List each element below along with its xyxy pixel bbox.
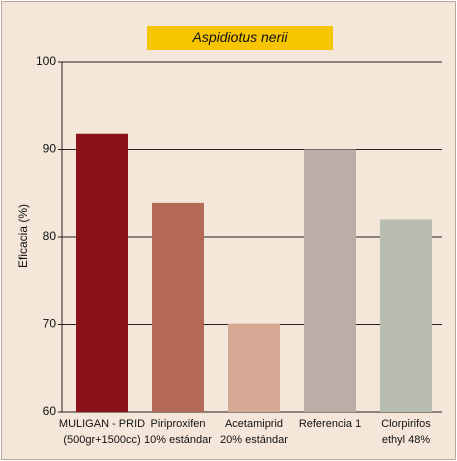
y-tick-label: 90 [43, 142, 57, 156]
x-tick-label: 10% estándar [144, 434, 212, 446]
bar [380, 219, 432, 412]
y-tick-label: 80 [43, 229, 57, 243]
x-tick-label: 20% estándar [220, 434, 288, 446]
y-axis-label: Eficacia (%) [16, 204, 30, 268]
y-tick-label: 100 [36, 54, 56, 68]
y-tick-label: 70 [43, 317, 57, 331]
x-tick-label: (500gr+1500cc) [63, 434, 140, 446]
x-tick-label: Clorpirifos [381, 418, 431, 430]
bar [76, 133, 128, 412]
y-tick-label: 60 [43, 404, 57, 418]
bar [304, 149, 356, 412]
x-tick-label: Piriproxifen [150, 418, 205, 430]
bar [152, 202, 204, 412]
bar [228, 323, 280, 412]
x-tick-label: Referencia 1 [299, 418, 361, 430]
x-tick-label: Acetamiprid [225, 418, 283, 430]
x-tick-label: MULIGAN - PRID [59, 418, 145, 430]
x-tick-label: ethyl 48% [382, 434, 431, 446]
chart-title: Aspidiotus nerii [192, 29, 289, 45]
title-box [147, 26, 333, 50]
